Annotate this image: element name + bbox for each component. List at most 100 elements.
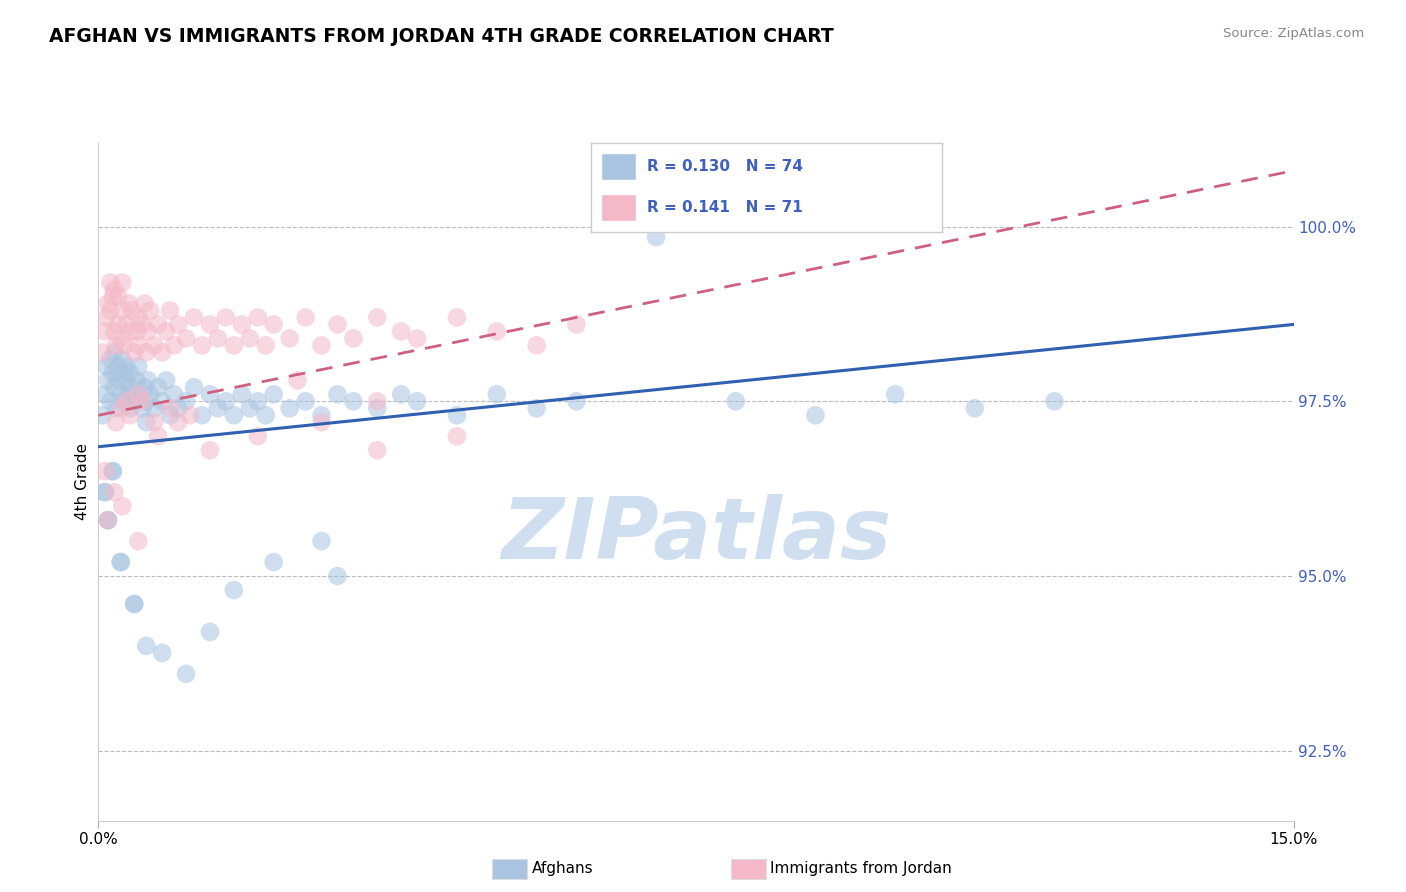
Point <box>174 394 197 409</box>
Point <box>111 401 134 416</box>
Point <box>107 373 129 387</box>
Point <box>366 394 388 409</box>
Point <box>198 318 221 332</box>
Point <box>198 624 221 639</box>
Point <box>101 367 124 381</box>
Point <box>98 394 122 409</box>
Point <box>884 387 907 401</box>
Point <box>118 387 141 401</box>
Point <box>183 380 205 394</box>
Point <box>179 409 201 423</box>
Point <box>254 338 277 352</box>
Point <box>389 325 412 339</box>
Point <box>111 352 134 367</box>
Point <box>107 289 129 303</box>
Point <box>294 394 316 409</box>
Point <box>150 646 173 660</box>
Point <box>98 276 122 290</box>
Point <box>207 331 229 345</box>
Point <box>136 325 159 339</box>
Point <box>107 318 129 332</box>
Point <box>127 534 149 549</box>
Point <box>127 387 149 401</box>
Point <box>222 582 245 597</box>
Point <box>125 373 148 387</box>
Point <box>120 367 142 381</box>
Point <box>724 394 747 409</box>
Point <box>174 331 197 345</box>
Point <box>120 409 142 423</box>
Point <box>98 352 122 367</box>
Point <box>342 331 364 345</box>
Point <box>127 338 149 352</box>
Point <box>101 464 124 478</box>
Text: Source: ZipAtlas.com: Source: ZipAtlas.com <box>1223 27 1364 40</box>
Point <box>104 415 127 429</box>
Point <box>98 303 122 318</box>
Point <box>311 534 333 549</box>
Point <box>131 318 153 332</box>
Point <box>163 338 186 352</box>
Point <box>103 485 125 500</box>
Point <box>246 429 269 443</box>
Point <box>446 429 468 443</box>
Point <box>565 318 588 332</box>
Point <box>150 345 173 359</box>
Point <box>198 387 221 401</box>
Point <box>215 394 238 409</box>
Point <box>115 394 138 409</box>
Point <box>96 310 118 325</box>
Point <box>485 325 508 339</box>
Point <box>120 325 142 339</box>
Point <box>311 338 333 352</box>
Point <box>150 394 173 409</box>
Point <box>124 597 146 611</box>
Point <box>115 359 138 374</box>
Point <box>207 401 229 416</box>
Point <box>143 338 166 352</box>
Point <box>91 345 114 359</box>
Point <box>135 394 157 409</box>
Point <box>112 394 135 409</box>
Point <box>342 394 364 409</box>
Point <box>963 401 986 416</box>
Point <box>103 283 125 297</box>
Point <box>254 409 277 423</box>
Point <box>124 345 146 359</box>
Point <box>446 409 468 423</box>
Point <box>97 296 120 310</box>
Point <box>246 310 269 325</box>
Text: R = 0.141   N = 71: R = 0.141 N = 71 <box>647 201 803 215</box>
Point <box>118 296 141 310</box>
Point <box>111 276 134 290</box>
Text: AFGHAN VS IMMIGRANTS FROM JORDAN 4TH GRADE CORRELATION CHART: AFGHAN VS IMMIGRANTS FROM JORDAN 4TH GRA… <box>49 27 834 45</box>
Point <box>326 387 349 401</box>
Point <box>131 401 153 416</box>
Point <box>103 325 125 339</box>
Point <box>148 380 170 394</box>
Point <box>167 415 190 429</box>
Point <box>485 387 508 401</box>
Point <box>124 597 146 611</box>
Point <box>148 429 170 443</box>
Point <box>159 303 181 318</box>
Point <box>239 331 262 345</box>
Point <box>103 345 125 359</box>
Point <box>115 373 138 387</box>
Point <box>526 401 548 416</box>
Point <box>134 380 156 394</box>
Point <box>94 387 117 401</box>
Point <box>91 409 114 423</box>
Point <box>239 401 262 416</box>
Point <box>222 338 245 352</box>
Point <box>183 310 205 325</box>
Point <box>1043 394 1066 409</box>
Point <box>143 401 166 416</box>
Point <box>155 373 177 387</box>
Point <box>804 409 827 423</box>
Point <box>311 409 333 423</box>
Point <box>389 387 412 401</box>
Point <box>167 401 190 416</box>
Point <box>139 303 162 318</box>
Point <box>94 325 117 339</box>
